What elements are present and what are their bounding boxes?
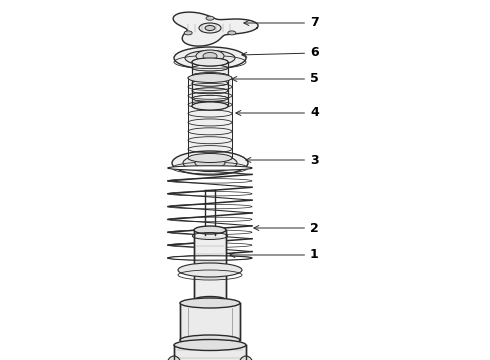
- Ellipse shape: [174, 339, 246, 351]
- Text: 6: 6: [242, 46, 318, 59]
- Ellipse shape: [184, 31, 192, 35]
- Ellipse shape: [168, 256, 252, 260]
- Bar: [188, 78, 232, 158]
- Polygon shape: [173, 12, 258, 46]
- Ellipse shape: [205, 26, 215, 31]
- Ellipse shape: [228, 31, 236, 35]
- Ellipse shape: [194, 297, 226, 303]
- Ellipse shape: [188, 153, 232, 162]
- Ellipse shape: [185, 50, 235, 66]
- Ellipse shape: [172, 151, 248, 175]
- Bar: [194, 230, 226, 300]
- Text: 2: 2: [254, 221, 319, 234]
- Text: 7: 7: [244, 17, 319, 30]
- Ellipse shape: [192, 58, 228, 66]
- Ellipse shape: [192, 102, 228, 110]
- Text: 4: 4: [236, 107, 319, 120]
- Ellipse shape: [180, 335, 240, 345]
- Ellipse shape: [206, 16, 214, 20]
- Ellipse shape: [167, 356, 181, 360]
- Ellipse shape: [180, 298, 240, 308]
- Text: 5: 5: [232, 72, 319, 85]
- Text: 1: 1: [230, 248, 319, 261]
- Bar: [192, 62, 228, 106]
- Text: 3: 3: [246, 153, 318, 166]
- Bar: [174, 345, 246, 360]
- Ellipse shape: [195, 158, 225, 168]
- Ellipse shape: [196, 50, 224, 62]
- Ellipse shape: [199, 23, 221, 33]
- Bar: [180, 303, 240, 340]
- Ellipse shape: [192, 102, 228, 110]
- Ellipse shape: [192, 58, 228, 66]
- Ellipse shape: [194, 226, 226, 234]
- Ellipse shape: [188, 73, 232, 82]
- Ellipse shape: [168, 166, 252, 170]
- Ellipse shape: [174, 47, 246, 69]
- Ellipse shape: [178, 263, 242, 277]
- Ellipse shape: [183, 154, 237, 171]
- Ellipse shape: [239, 356, 253, 360]
- Ellipse shape: [203, 53, 217, 59]
